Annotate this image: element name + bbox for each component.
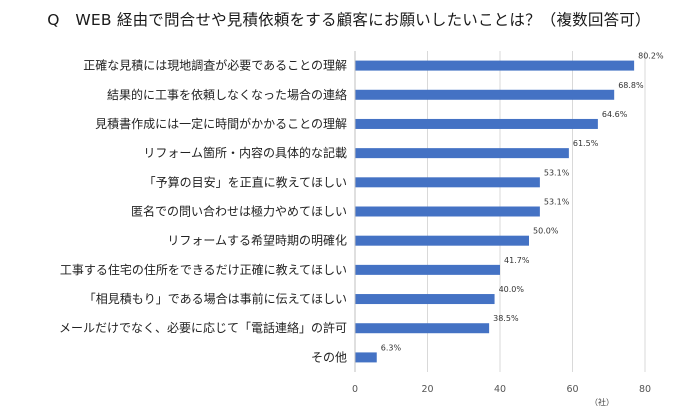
bar [355, 177, 540, 188]
category-label: リフォームする希望時期の明確化 [167, 233, 347, 248]
data-label: 53.1% [544, 198, 570, 207]
category-label: 匿名での問い合わせは極力やめてほしい [131, 204, 347, 219]
bar [355, 323, 490, 334]
x-tick-label: 60 [566, 384, 578, 395]
data-label: 6.3% [381, 343, 402, 352]
category-label: 見積書作成には一定に時間がかかることの理解 [95, 116, 347, 131]
chart-title: Q WEB 経由で問合せや見積依頼をする顧客にお願いしたいことは？（複数回答可） [47, 11, 651, 29]
category-label: メールだけでなく、必要に応じて「電話連絡」の許可 [59, 320, 347, 335]
bar [355, 294, 495, 305]
bar [355, 60, 635, 71]
data-label: 50.0% [533, 227, 559, 236]
data-label: 41.7% [504, 256, 530, 265]
bar [355, 206, 540, 217]
data-label: 61.5% [573, 139, 599, 148]
x-unit-label: （社） [590, 397, 614, 407]
category-label: リフォーム箇所・内容の具体的な記載 [143, 145, 347, 160]
data-label: 53.1% [544, 168, 570, 177]
x-tick-label: 0 [352, 384, 358, 395]
x-tick-label: 80 [639, 384, 651, 395]
category-label: 工事する住宅の住所をできるだけ正確に教えてほしい [60, 262, 347, 277]
category-label: 「相見積もり」である場合は事前に伝えてほしい [84, 291, 347, 306]
bar [355, 118, 598, 129]
data-label: 80.2% [638, 52, 664, 61]
category-label: その他 [311, 350, 347, 364]
category-label: 「予算の目安」を正直に教えてほしい [144, 174, 347, 189]
data-label: 64.6% [602, 110, 628, 119]
bar [355, 264, 500, 275]
bar [355, 148, 569, 159]
category-label: 正確な見積には現地調査が必要であることの理解 [83, 58, 347, 73]
category-label: 結果的に工事を依頼しなくなった場合の連絡 [107, 87, 347, 102]
bar [355, 235, 529, 246]
data-label: 40.0% [499, 285, 525, 294]
data-label: 38.5% [493, 314, 519, 323]
x-tick-label: 20 [421, 384, 433, 395]
data-label: 68.8% [618, 81, 644, 90]
bar [355, 89, 615, 100]
x-tick-label: 40 [494, 384, 506, 395]
bar [355, 352, 377, 363]
